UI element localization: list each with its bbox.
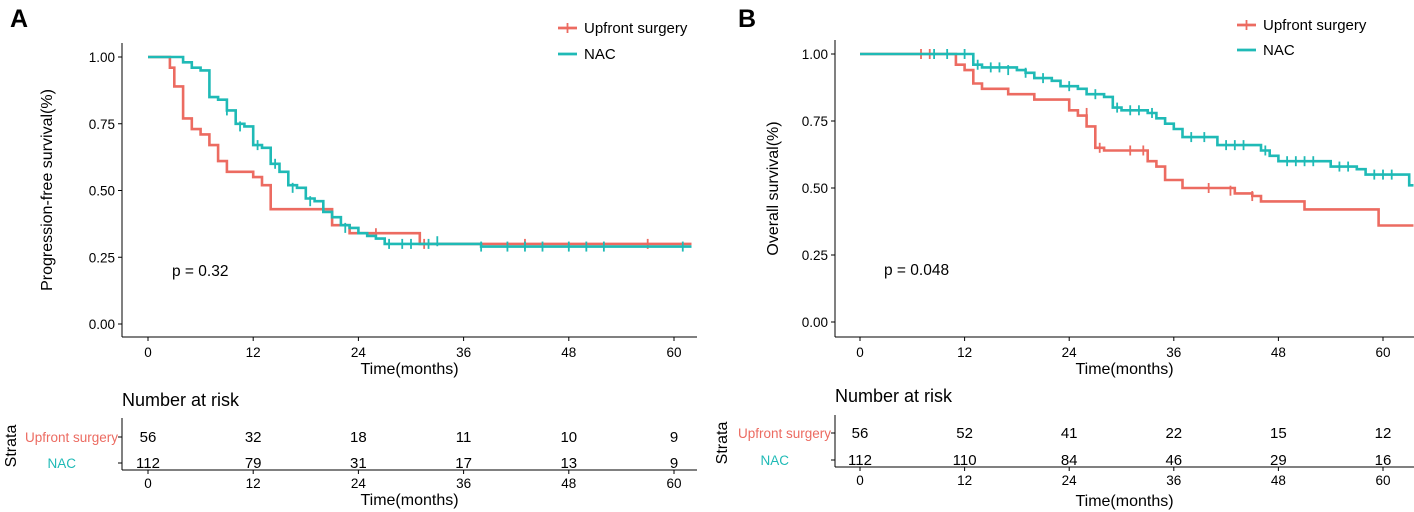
x-tick-label: 60 [666,345,681,360]
y-tick-label: 1.00 [802,47,828,62]
strata-label: Strata [3,425,20,468]
y-tick-label: 1.00 [89,50,115,65]
risk-table-title: Number at risk [835,386,953,406]
risk-count: 110 [953,452,977,469]
risk-count: 9 [670,429,678,446]
series-nac [148,55,692,252]
panel-a: A 0.00 0.25 0.50 0.75 1.00 0 12 24 36 48 60 Time(mon… [3,5,697,509]
legend-label: Upfront surgery [1263,17,1367,34]
risk-table-x-label: Time(months) [360,492,458,509]
risk-count: 84 [1061,452,1078,469]
risk-count: 13 [560,455,577,472]
risk-x-tick-label: 0 [856,473,864,488]
y-axis-label: Progression-free survival(%) [39,89,56,291]
x-tick-label: 12 [246,345,261,360]
risk-table-x-label: Time(months) [1075,493,1173,510]
x-tick-label: 24 [1062,345,1078,360]
risk-row-label: NAC [760,453,789,468]
risk-x-tick-label: 48 [561,476,576,491]
x-tick-label: 60 [1375,345,1390,360]
y-tick-label: 0.25 [89,250,115,265]
risk-count: 52 [956,425,973,442]
risk-count: 79 [245,455,262,472]
y-tick-label: 0.50 [802,181,828,196]
risk-x-tick-label: 12 [246,476,261,491]
x-tick-label: 36 [456,345,471,360]
legend-label: NAC [584,46,616,63]
x-tick-label: 36 [1166,345,1181,360]
series-upfront [148,55,692,249]
risk-count: 56 [140,429,157,446]
risk-count: 12 [1375,425,1392,442]
y-tick-label: 0.50 [89,184,115,199]
risk-x-tick-label: 60 [1375,473,1390,488]
risk-count: 22 [1165,425,1182,442]
x-tick-label: 48 [561,345,576,360]
risk-count: 11 [456,429,472,446]
risk-count: 112 [848,452,872,469]
strata-label: Strata [714,422,731,465]
risk-x-tick-label: 24 [351,476,367,491]
risk-count: 15 [1270,425,1287,442]
risk-count: 10 [560,429,577,446]
risk-x-tick-label: 48 [1271,473,1286,488]
panel-letter: B [738,5,756,33]
p-value-annotation: p = 0.32 [172,263,228,280]
risk-count: 9 [670,455,678,472]
x-tick-label: 24 [351,345,367,360]
risk-x-tick-label: 60 [666,476,681,491]
panel-b: B 0.00 0.25 0.50 0.75 1.00 0 12 24 36 48 60 Time(mon… [714,5,1414,510]
risk-count: 29 [1270,452,1287,469]
legend-label: Upfront surgery [584,20,688,37]
x-axis-label: Time(months) [360,361,458,378]
y-axis-label: Overall survival(%) [765,121,782,255]
risk-row-label: Upfront surgery [738,426,831,441]
risk-x-tick-label: 24 [1062,473,1078,488]
series-upfront [860,49,1414,227]
risk-count: 46 [1165,452,1182,469]
x-tick-label: 12 [957,345,972,360]
risk-count: 56 [852,425,869,442]
survival-curve-upfront [148,55,692,246]
risk-x-tick-label: 36 [1166,473,1181,488]
y-tick-label: 0.00 [802,315,828,330]
legend-label: NAC [1263,42,1295,59]
risk-count: 18 [350,429,367,446]
risk-x-tick-label: 0 [144,476,152,491]
series-nac [860,49,1414,187]
x-tick-label: 0 [144,345,152,360]
x-tick-label: 48 [1271,345,1286,360]
y-tick-label: 0.75 [89,117,115,132]
survival-curve-nac [860,52,1414,187]
survival-curve-upfront [860,52,1414,227]
x-tick-label: 0 [856,345,864,360]
survival-curve-nac [148,55,692,248]
panel-letter: A [10,5,28,33]
risk-row-label: Upfront surgery [25,430,118,445]
p-value-annotation: p = 0.048 [884,262,949,279]
risk-x-tick-label: 12 [957,473,972,488]
y-tick-label: 0.75 [802,114,828,129]
y-tick-label: 0.00 [89,317,115,332]
risk-count: 32 [245,429,262,446]
risk-count: 17 [455,455,472,472]
risk-count: 16 [1375,452,1392,469]
y-tick-label: 0.25 [802,248,828,263]
risk-table-title: Number at risk [122,390,240,410]
risk-x-tick-label: 36 [456,476,471,491]
risk-count: 31 [350,455,367,472]
risk-count: 112 [136,455,160,472]
risk-row-label: NAC [47,456,76,471]
risk-count: 41 [1061,425,1078,442]
x-axis-label: Time(months) [1075,361,1173,378]
